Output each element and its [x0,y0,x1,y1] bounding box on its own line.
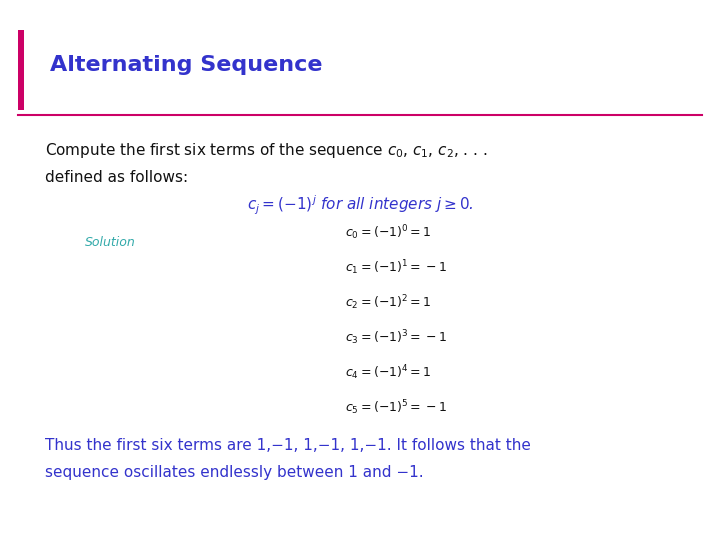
Text: Solution: Solution [85,235,136,248]
Text: $c_j = (-1)^j$ for all integers $j \geq 0$.: $c_j = (-1)^j$ for all integers $j \geq … [247,193,473,217]
Text: $c_5 = (-1)^5 = -1$: $c_5 = (-1)^5 = -1$ [345,399,447,417]
Text: $c_4 = (-1)^4 = 1$: $c_4 = (-1)^4 = 1$ [345,363,431,382]
Text: $c_1 = (-1)^1 = -1$: $c_1 = (-1)^1 = -1$ [345,259,447,278]
Text: Thus the first six terms are 1,−1, 1,−1, 1,−1. It follows that the: Thus the first six terms are 1,−1, 1,−1,… [45,437,531,453]
FancyBboxPatch shape [18,30,24,110]
Text: sequence oscillates endlessly between 1 and −1.: sequence oscillates endlessly between 1 … [45,464,423,480]
Text: Compute the first six terms of the sequence $c_0$, $c_1$, $c_2$, . . .: Compute the first six terms of the seque… [45,140,487,159]
Text: defined as follows:: defined as follows: [45,171,188,186]
Text: $c_2 = (-1)^2 = 1$: $c_2 = (-1)^2 = 1$ [345,294,431,312]
Text: $c_0 = (-1)^0 = 1$: $c_0 = (-1)^0 = 1$ [345,224,431,242]
Text: $c_3 = (-1)^3 = -1$: $c_3 = (-1)^3 = -1$ [345,329,447,347]
Text: Alternating Sequence: Alternating Sequence [50,55,323,75]
